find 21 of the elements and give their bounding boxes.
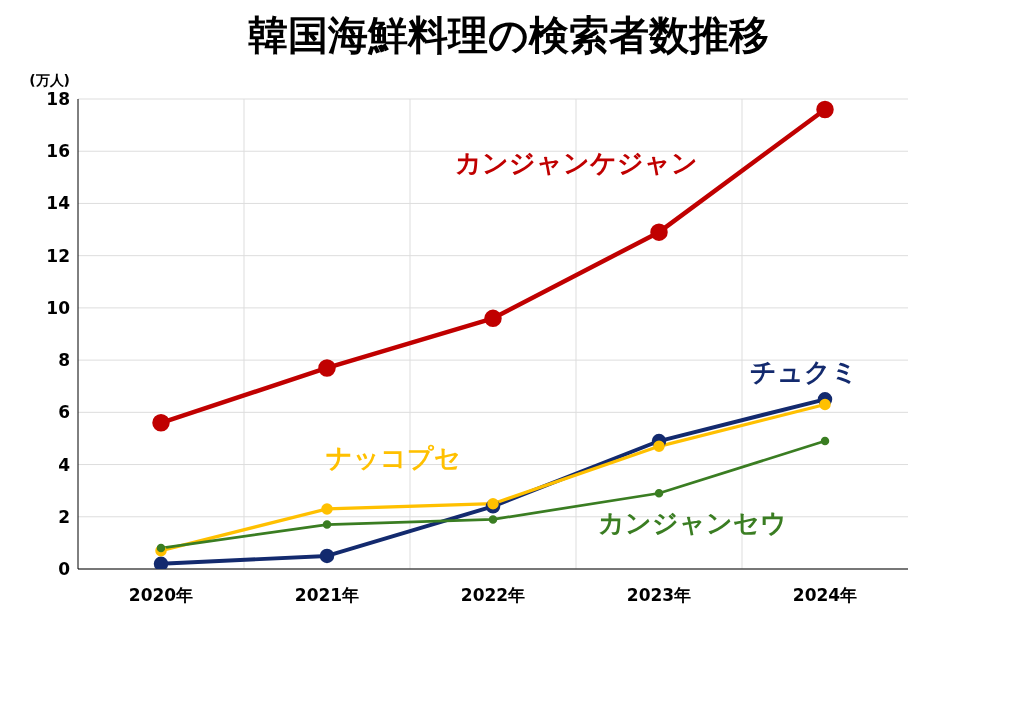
y-axis-title: (万人) (29, 72, 70, 88)
x-tick-label: 2022年 (460, 585, 526, 606)
y-tick-label: 6 (58, 402, 70, 423)
series-label: カンジャンケジャン (454, 148, 698, 179)
y-tick-label: 2 (58, 506, 70, 527)
y-tick-label: 8 (58, 350, 70, 371)
series-label: カンジャンセウ (597, 508, 787, 539)
y-tick-label: 18 (46, 89, 70, 110)
x-tick-label: 2023年 (626, 585, 692, 606)
series-label: ナッコプセ (325, 443, 461, 474)
x-tick-label: 2024年 (792, 585, 858, 606)
chart-title: 韓国海鮮料理の検索者数推移 (246, 11, 770, 60)
y-tick-label: 10 (46, 297, 71, 318)
y-tick-label: 12 (46, 245, 70, 266)
x-tick-label: 2021年 (294, 585, 360, 606)
series-label: チュクミ (750, 357, 859, 387)
y-tick-label: 0 (58, 559, 71, 580)
x-tick-label: 2020年 (128, 585, 194, 606)
y-tick-label: 14 (46, 193, 71, 214)
y-tick-label: 4 (58, 454, 71, 475)
y-tick-label: 16 (46, 141, 70, 162)
